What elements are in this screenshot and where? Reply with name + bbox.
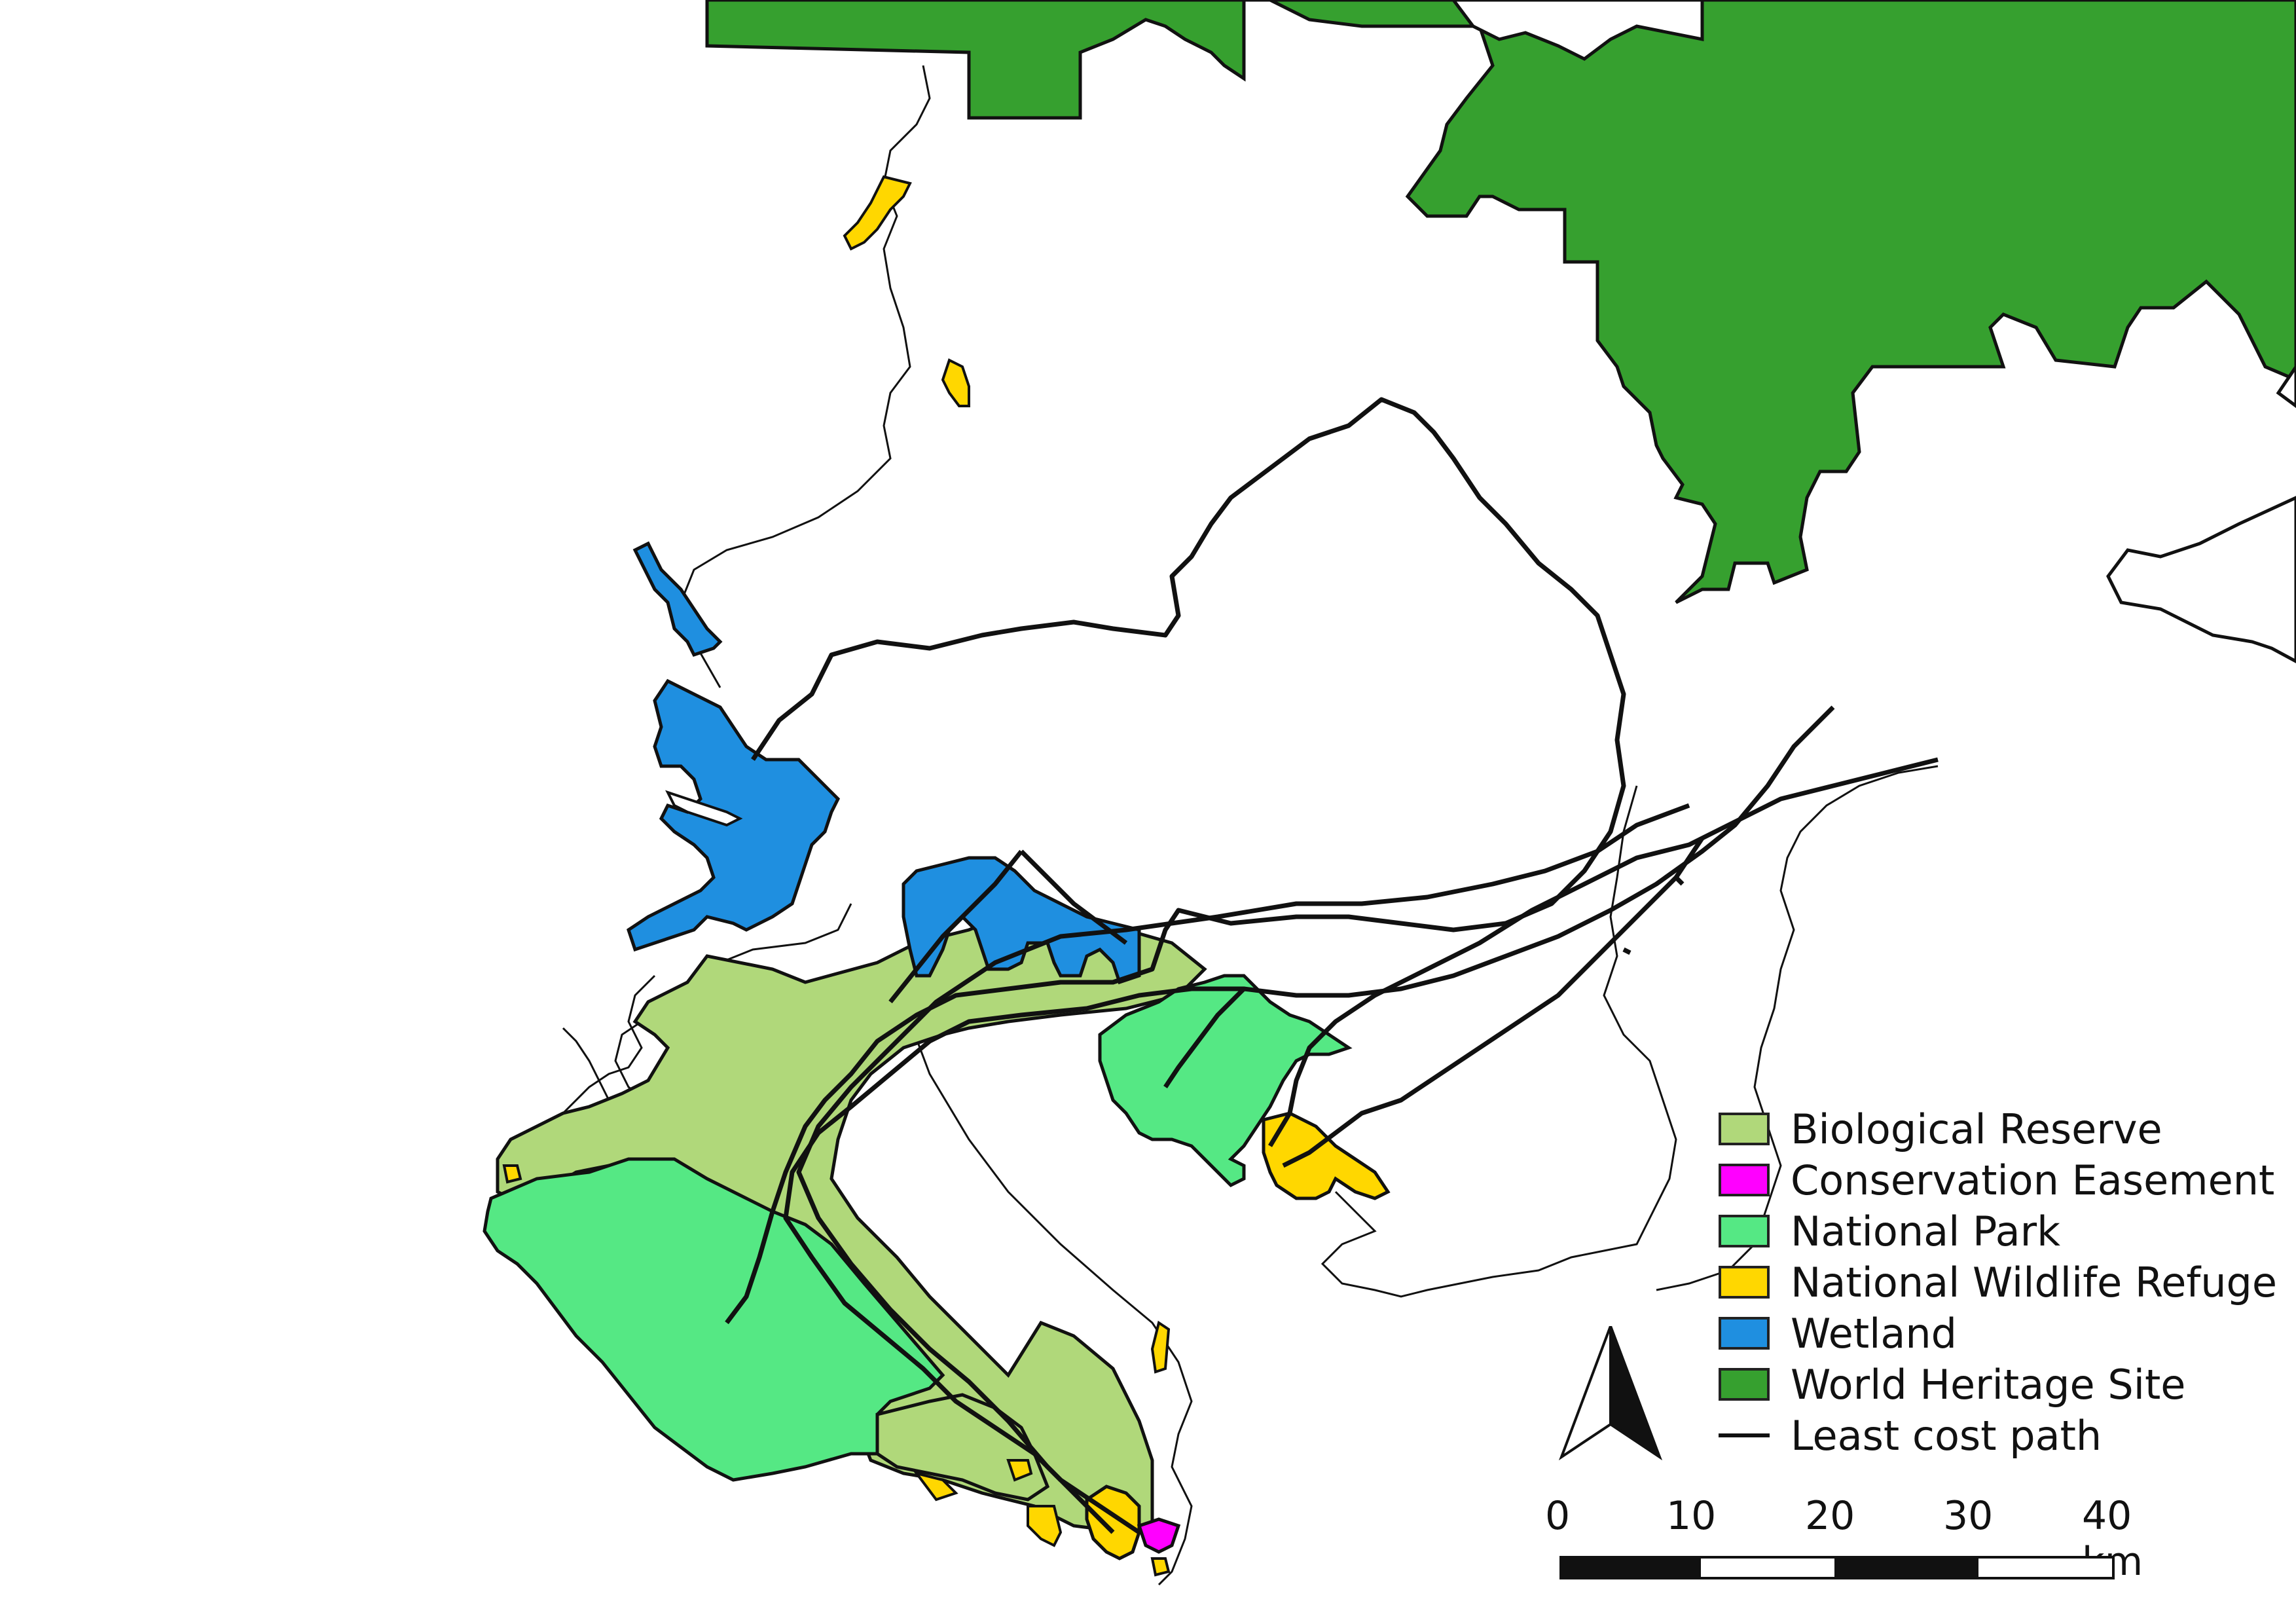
refuge-south-small-1 [1027,1505,1063,1547]
refuge-south-main [1085,1485,1141,1560]
refuge-north-1 [843,175,912,251]
scale-segment-3 [1837,1556,1976,1579]
legend-item-national-wildlife-refuge: National Wildlife Refuge [1719,1257,2277,1308]
legend-swatch-conservation-easement [1719,1164,1770,1196]
national-park-south-area [483,1157,945,1482]
least-cost-path-6 [1163,987,1246,1088]
world-heritage-site-bay [2276,363,2296,409]
scale-tick-10: 10 [1666,1493,1717,1539]
biological-reserve-south-lobe [875,1393,1050,1502]
legend-item-wetland: Wetland [1719,1308,1957,1359]
refuge-coast-small [1150,1320,1171,1374]
scale-segment-4 [1976,1556,2115,1579]
world-heritage-site-hole-right [2106,496,2296,663]
scale-bar: 0 10 20 30 40 km [1545,1493,2143,1598]
north-arrow-icon [1558,1326,1663,1461]
region-boundary-peninsula [909,1021,1193,1586]
conservation-easement-area [1137,1517,1181,1554]
least-cost-path-1 [725,397,1626,1325]
legend-swatch-national-wildlife-refuge [1719,1266,1770,1299]
region-boundary-east [1321,785,1677,1298]
refuge-north-2 [941,358,970,407]
refuge-south-small-2 [1006,1459,1033,1482]
legend-swatch-least-cost-path [1719,1433,1770,1437]
legend-swatch-biological-reserve [1719,1113,1770,1145]
scale-tick-20: 20 [1805,1493,1855,1539]
least-cost-path-9 [1674,876,1685,886]
legend-label-conservation-easement: Conservation Easement [1791,1156,2275,1204]
legend-label-world-heritage-site: World Heritage Site [1791,1360,2186,1409]
least-cost-path-7 [1282,837,1704,1168]
least-cost-path-3 [783,705,1835,1534]
legend-item-biological-reserve: Biological Reserve [1719,1103,2162,1154]
legend-swatch-wetland [1719,1317,1770,1350]
legend-swatch-national-park [1719,1215,1770,1247]
region-boundary-coast [562,903,852,1128]
national-park-east-area [1098,974,1353,1188]
least-cost-path-4 [796,803,1690,1534]
least-cost-paths [725,397,1939,1534]
world-heritage-site-area [705,0,2296,604]
legend-item-least-cost-path: Least cost path [1719,1410,2102,1461]
scale-segment-2 [1698,1556,1837,1579]
scale-tick-0: 0 [1545,1493,1571,1539]
legend-label-least-cost-path: Least cost path [1791,1411,2102,1460]
legend-label-national-wildlife-refuge: National Wildlife Refuge [1791,1258,2278,1306]
scale-tick-30: 30 [1943,1493,1994,1539]
wetland-north-strip [632,541,723,657]
legend-item-conservation-easement: Conservation Easement [1719,1154,2274,1206]
scale-segment-1 [1559,1556,1698,1579]
least-cost-path-5 [888,849,1023,1004]
legend-swatch-world-heritage-site [1719,1368,1770,1401]
least-cost-path-8 [1019,849,1128,945]
wetland-east-area [902,856,1141,985]
legend-label-national-park: National Park [1791,1207,2061,1255]
legend-item-world-heritage-site: World Heritage Site [1719,1359,2185,1410]
world-heritage-site-hole [1451,0,1704,61]
legend-label-biological-reserve: Biological Reserve [1791,1105,2162,1153]
biological-reserve-area [496,908,1207,1534]
refuge-south-small-3 [913,1471,958,1502]
least-cost-path-2 [1267,757,1939,1147]
least-cost-path-10 [1622,947,1631,955]
legend-label-wetland: Wetland [1791,1309,1957,1357]
legend-item-national-park: National Park [1719,1206,2060,1257]
wetland-inner-hole [665,790,743,827]
region-boundary-north [680,65,931,688]
refuge-south-tip [1150,1557,1171,1577]
refuge-west-small [502,1164,522,1184]
